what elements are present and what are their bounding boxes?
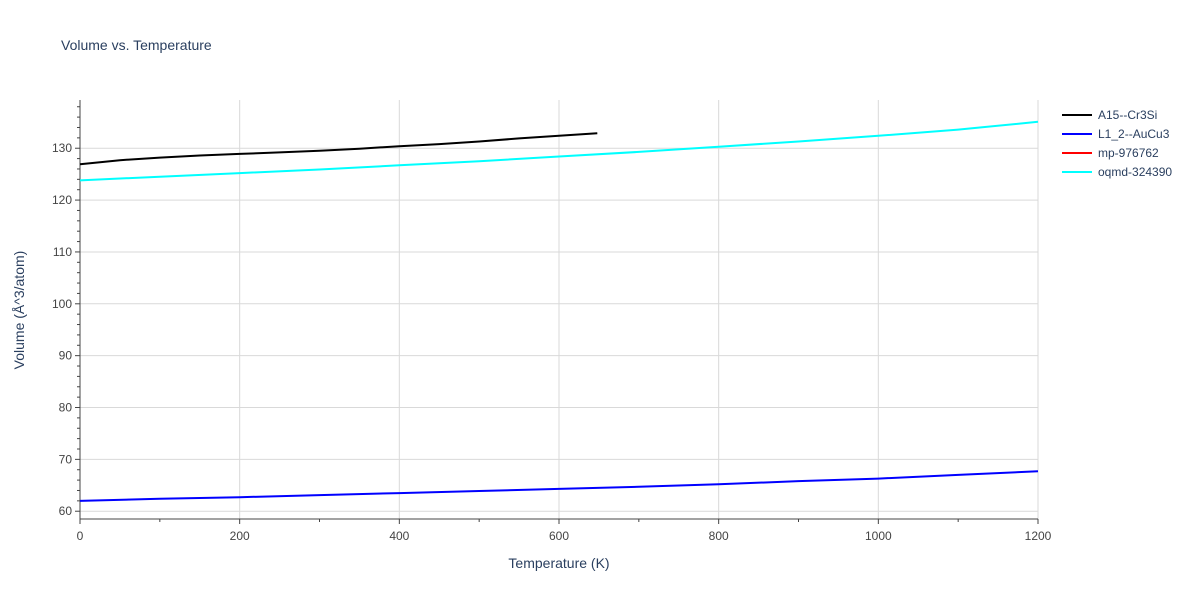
legend-item-a15-cr3si[interactable]: A15--Cr3Si xyxy=(1062,108,1157,122)
y-tick-label: 130 xyxy=(52,141,72,155)
y-tick-label: 90 xyxy=(59,349,73,363)
legend-label: L1_2--AuCu3 xyxy=(1098,127,1170,141)
axes-layer: 0 200 400 600 800 1000 1200 60 70 80 90 100 110 120 13… xyxy=(52,100,1052,543)
legend-item-l1-2-aucu3[interactable]: L1_2--AuCu3 xyxy=(1062,127,1170,141)
legend-item-mp-976762[interactable]: mp-976762 xyxy=(1062,146,1159,160)
x-tick-label: 200 xyxy=(230,529,250,543)
legend-item-oqmd-324390[interactable]: oqmd-324390 xyxy=(1062,165,1172,179)
y-tick-label: 60 xyxy=(59,504,73,518)
x-axis-title: Temperature (K) xyxy=(508,555,609,571)
y-tick-label: 70 xyxy=(59,452,73,466)
y-axis-title: Volume (Å^3/atom) xyxy=(11,251,27,370)
series-line-a15-cr3si xyxy=(79,132,598,166)
legend[interactable]: A15--Cr3Si L1_2--AuCu3 mp-976762 oqmd-32439… xyxy=(1062,108,1172,179)
y-tick-label: 80 xyxy=(59,401,73,415)
y-tick-label: 110 xyxy=(53,245,72,259)
legend-label: oqmd-324390 xyxy=(1098,165,1172,179)
x-tick-label: 0 xyxy=(77,529,84,543)
x-tick-label: 800 xyxy=(709,529,729,543)
legend-label: A15--Cr3Si xyxy=(1098,108,1157,122)
x-tick-label: 1200 xyxy=(1025,529,1052,543)
series-line-oqmd-324390 xyxy=(79,120,1039,182)
x-tick-label: 1000 xyxy=(865,529,892,543)
series-layer xyxy=(79,120,1039,502)
x-tick-label: 400 xyxy=(389,529,409,543)
y-tick-label: 100 xyxy=(52,297,72,311)
legend-label: mp-976762 xyxy=(1098,146,1159,160)
y-tick-label: 120 xyxy=(52,193,72,207)
chart-title: Volume vs. Temperature xyxy=(61,37,212,53)
x-tick-label: 600 xyxy=(549,529,569,543)
grid-layer xyxy=(80,100,1039,519)
series-line-l1-2-aucu3 xyxy=(79,470,1039,502)
